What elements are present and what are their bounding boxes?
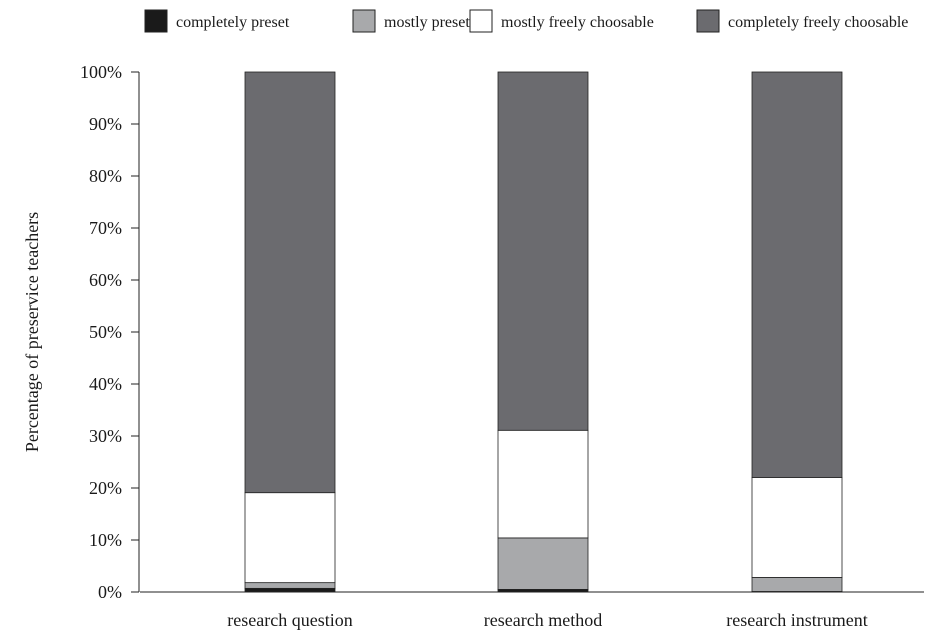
legend-label-completely-freely-choosable: completely freely choosable — [728, 14, 908, 31]
legend: completely preset mostly preset mostly fre… — [144, 9, 908, 33]
y-tick-label-8: 80% — [89, 166, 122, 186]
y-tick-label-0: 0% — [98, 582, 122, 602]
y-tick-label-4: 40% — [89, 374, 122, 394]
legend-swatch-completely-preset — [144, 9, 168, 33]
bars — [244, 71, 843, 593]
y-tick-label-1: 10% — [89, 530, 122, 550]
legend-label-mostly-freely-choosable: mostly freely choosable — [501, 14, 654, 31]
y-tick-label-3: 30% — [89, 426, 122, 446]
bar-research-instrument-mostly-freely-choosable — [751, 477, 843, 578]
y-tick-label-7: 70% — [89, 218, 122, 238]
y-axis-label: Percentage of preservice teachers — [22, 212, 42, 452]
y-axis: 0% 10% 20% 30% 40% 50% 60% 70% 80% 90% 100% — [80, 62, 140, 602]
bar-research-question-mostly-preset — [244, 582, 336, 589]
legend-swatch-mostly-freely-choosable — [469, 9, 493, 33]
legend-label-mostly-preset: mostly preset — [384, 14, 470, 31]
y-tick-label-5: 50% — [89, 322, 122, 342]
bar-research-method-mostly-preset — [497, 537, 589, 590]
x-tick-label-research-question: research question — [227, 610, 352, 630]
y-tick-label-10: 100% — [80, 62, 122, 82]
legend-swatch-mostly-preset — [352, 9, 376, 33]
bar-research-method-mostly-freely-choosable — [497, 429, 589, 539]
bar-research-question-completely-preset — [244, 587, 336, 593]
y-tick-label-2: 20% — [89, 478, 122, 498]
bar-research-question-mostly-freely-choosable — [244, 492, 336, 584]
x-axis: research question research method research… — [140, 591, 924, 630]
bar-research-instrument-completely-freely-choosable — [751, 71, 843, 479]
x-tick-label-research-method: research method — [484, 610, 602, 630]
bar-research-method-completely-freely-choosable — [497, 71, 589, 431]
bar-research-instrument-mostly-preset — [751, 577, 843, 592]
y-tick-label-9: 90% — [89, 114, 122, 134]
x-tick-label-research-instrument: research instrument — [726, 610, 867, 630]
legend-label-completely-preset: completely preset — [176, 14, 290, 31]
y-tick-label-6: 60% — [89, 270, 122, 290]
bar-research-question-completely-freely-choosable — [244, 71, 336, 494]
legend-swatch-completely-freely-choosable — [696, 9, 720, 33]
